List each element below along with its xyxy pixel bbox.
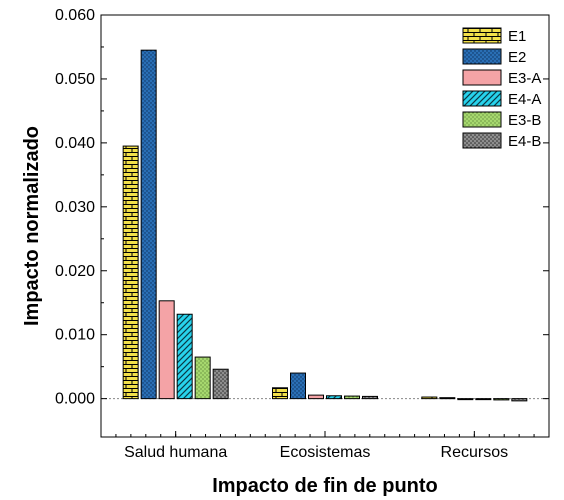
x-tick-label: Ecosistemas	[280, 444, 371, 461]
legend-label: E4-A	[508, 91, 541, 108]
bar-e4-b-2	[511, 398, 528, 402]
bar-e1-0	[122, 145, 139, 400]
bar-e2-0	[140, 49, 157, 400]
bar-e4-a-0	[176, 313, 193, 400]
legend-label: E3-B	[508, 112, 541, 129]
legend-label: E1	[508, 28, 526, 45]
bar-e3-a-1	[308, 394, 324, 400]
legend: E1 E2 E3-A E4-A E3-B E4-B	[462, 27, 541, 150]
legend-swatch	[462, 27, 502, 44]
y-tick-label: 0.020	[55, 263, 95, 280]
bar-e4-a-2	[475, 398, 492, 401]
legend-swatch	[462, 111, 502, 128]
bar-e4-b-1	[362, 395, 378, 400]
y-tick-label: 0.050	[55, 71, 95, 88]
legend-label: E4-B	[508, 133, 541, 150]
x-axis: Salud humana Ecosistemas Recursos	[115, 431, 535, 461]
legend-swatch	[462, 48, 502, 65]
legend-swatch	[462, 69, 502, 86]
bar-e3-b-0	[194, 356, 211, 400]
bar-e4-a-1	[326, 395, 342, 400]
y-axis: 0.000 0.010 0.020 0.030 0.040 0.050 0.060	[55, 7, 549, 408]
legend-label: E3-A	[508, 70, 541, 87]
y-tick-label: 0.060	[55, 7, 95, 24]
x-tick-label: Recursos	[441, 444, 509, 461]
bar-e3-a-2	[457, 398, 474, 401]
y-tick-label: 0.010	[55, 327, 95, 344]
bar-e3-a-0	[158, 300, 175, 400]
y-tick-label: 0.000	[55, 391, 95, 408]
bar-e1-2	[421, 396, 438, 400]
legend-swatch	[462, 132, 502, 149]
bar-series-group	[122, 49, 528, 402]
y-tick-label: 0.030	[55, 199, 95, 216]
y-tick-label: 0.040	[55, 135, 95, 152]
y-axis-title: Impacto normalizado	[21, 126, 43, 326]
x-axis-title: Impacto de fin de punto	[212, 475, 438, 497]
bar-e3-b-1	[344, 395, 360, 400]
bar-e1-1	[272, 387, 288, 400]
bar-e3-b-2	[493, 398, 510, 401]
x-tick-label: Salud humana	[124, 444, 227, 461]
bar-e4-b-0	[212, 368, 229, 400]
bar-e2-1	[290, 372, 306, 400]
legend-swatch	[462, 90, 502, 107]
legend-label: E2	[508, 49, 526, 66]
bar-e2-2	[439, 397, 456, 400]
